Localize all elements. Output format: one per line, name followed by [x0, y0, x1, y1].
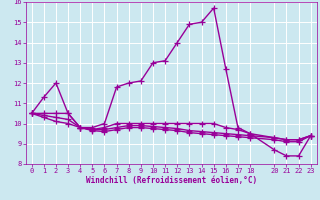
X-axis label: Windchill (Refroidissement éolien,°C): Windchill (Refroidissement éolien,°C): [86, 176, 257, 185]
